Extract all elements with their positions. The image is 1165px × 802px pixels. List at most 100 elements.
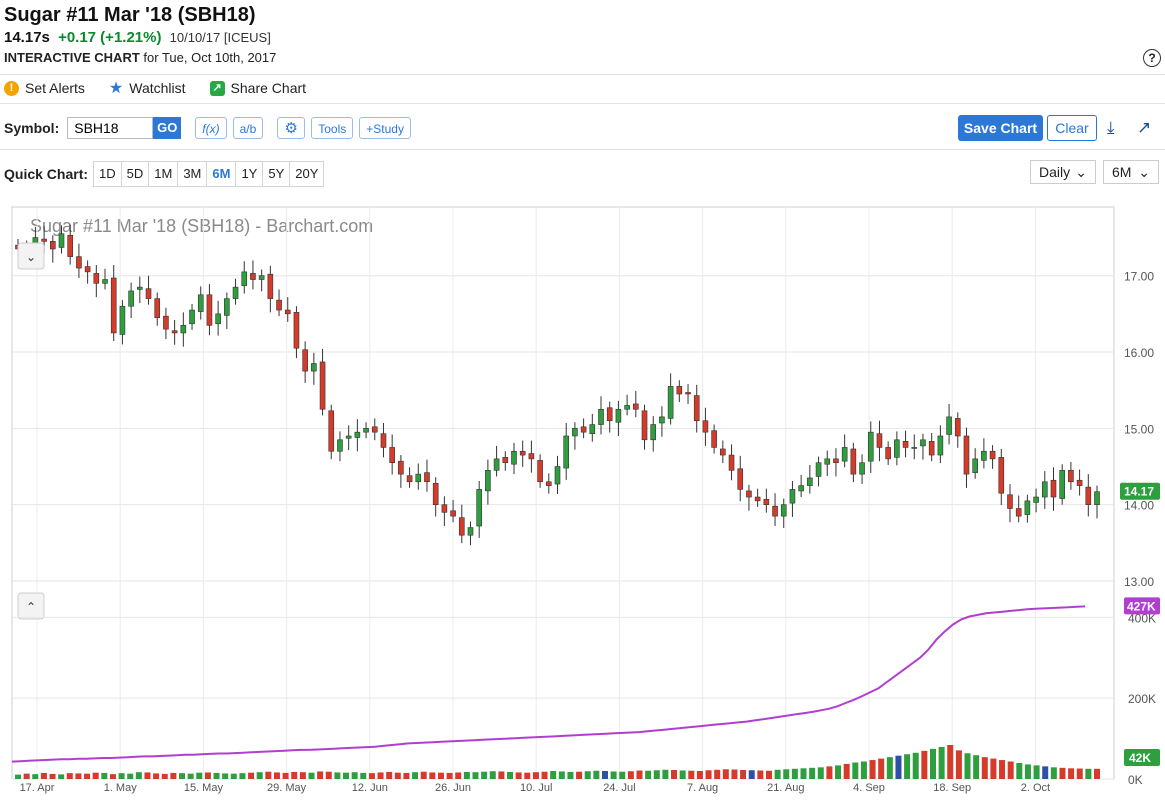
candle-down xyxy=(746,490,752,498)
volume-bar xyxy=(325,771,332,779)
price-tick-label: 17.00 xyxy=(1124,270,1154,284)
volume-bar xyxy=(921,750,928,779)
volume-bar xyxy=(1094,768,1100,779)
candle-up xyxy=(119,305,126,335)
chevron-down-icon: ⌄ xyxy=(1075,164,1087,180)
volume-bar xyxy=(524,772,531,779)
candle-down xyxy=(319,361,326,410)
watchlist-button[interactable]: ★ Watchlist xyxy=(109,80,186,96)
symbol-input[interactable] xyxy=(67,117,154,139)
tools-button[interactable]: Tools xyxy=(311,117,354,139)
save-chart-button[interactable]: Save Chart xyxy=(958,115,1043,141)
candle-up xyxy=(972,458,978,473)
volume-bar xyxy=(204,772,211,779)
volume-bar xyxy=(627,771,634,779)
period-1d-button[interactable]: 1D xyxy=(93,161,122,187)
help-icon[interactable]: ? xyxy=(1143,49,1161,67)
candle-down xyxy=(641,410,648,441)
candle-down xyxy=(267,273,274,299)
candle-up xyxy=(981,450,987,461)
open-interest-line xyxy=(11,605,1086,763)
candle-up xyxy=(1024,500,1031,515)
add-study-button[interactable]: +Study xyxy=(359,117,411,139)
volume-bar xyxy=(714,769,721,779)
candle-up xyxy=(667,386,674,419)
candle-down xyxy=(850,448,857,475)
chart-canvas: Sugar #11 Mar '18 (SBH18) - Barchart.com… xyxy=(11,206,1160,794)
set-alerts-button[interactable]: ! Set Alerts xyxy=(4,80,85,96)
candle-up xyxy=(102,279,108,284)
collapse-button xyxy=(17,242,45,270)
volume-bar xyxy=(101,772,108,779)
price-chart[interactable]: Sugar #11 Mar '18 (SBH18) - Barchart.com… xyxy=(0,195,1165,797)
candle-down xyxy=(284,309,291,315)
time-tick-label: 26. Jun xyxy=(435,782,471,794)
function-button[interactable]: f(x) xyxy=(195,117,227,139)
candle-down xyxy=(398,460,404,475)
period-5d-button[interactable]: 5D xyxy=(120,161,150,187)
volume-bar xyxy=(593,770,600,779)
volume-bar xyxy=(437,772,444,779)
volume-bar xyxy=(990,758,997,779)
oi-tick-label: 0K xyxy=(1128,773,1143,787)
period-5y-button[interactable]: 5Y xyxy=(262,161,291,187)
popout-icon[interactable]: ↗ xyxy=(1137,118,1152,137)
share-chart-button[interactable]: ↗ Share Chart xyxy=(209,80,306,96)
candle-down xyxy=(728,454,735,471)
period-1y-button[interactable]: 1Y xyxy=(235,161,264,187)
candle-up xyxy=(554,466,561,485)
volume-bar xyxy=(904,754,911,779)
candle-up xyxy=(589,424,596,434)
candle-up xyxy=(920,439,926,447)
quote-date-exchange: 10/10/17 [ICEUS] xyxy=(169,30,271,45)
candle-up xyxy=(1041,481,1048,498)
time-tick-label: 29. May xyxy=(267,782,307,794)
candle-up xyxy=(232,286,239,299)
interval-select[interactable]: Daily ⌄ xyxy=(1030,160,1096,184)
ratio-button[interactable]: a/b xyxy=(232,117,264,139)
download-icon[interactable]: ⤓ xyxy=(1107,118,1115,137)
volume-bar xyxy=(420,771,427,779)
time-tick-label: 12. Jun xyxy=(352,782,388,794)
period-6m-button[interactable]: 6M xyxy=(206,161,237,187)
volume-bar xyxy=(282,772,289,779)
candle-up xyxy=(215,313,221,325)
volume-bar xyxy=(653,770,660,779)
candle-down xyxy=(954,418,961,437)
candle-down xyxy=(519,450,526,456)
candle-down xyxy=(41,238,47,242)
range-select[interactable]: 6M ⌄ xyxy=(1103,160,1159,184)
volume-bar xyxy=(179,773,186,779)
candle-down xyxy=(545,481,552,486)
clear-button[interactable]: Clear xyxy=(1047,115,1097,141)
volume-bar xyxy=(498,771,505,779)
volume-bar xyxy=(58,774,65,779)
volume-bar xyxy=(273,772,280,779)
gear-icon[interactable]: ⚙ xyxy=(277,117,306,139)
symbol-toolbar: Symbol: GO f(x) a/b ⚙ Tools +Study xyxy=(4,115,417,141)
volume-bar xyxy=(740,770,747,779)
go-button[interactable]: GO xyxy=(153,117,182,139)
volume-last-label: 42K xyxy=(1129,751,1151,765)
time-tick-label: 2. Oct xyxy=(1021,782,1050,794)
candle-down xyxy=(206,294,213,326)
volume-bar xyxy=(1016,762,1023,779)
chevron-down-icon: ⌄ xyxy=(26,250,36,264)
candle-up xyxy=(624,405,630,410)
candle-up xyxy=(1094,491,1100,505)
volume-bar xyxy=(955,750,962,779)
candle-down xyxy=(772,505,778,517)
candle-down xyxy=(110,277,117,334)
candle-down xyxy=(406,475,413,483)
period-20y-button[interactable]: 20Y xyxy=(289,161,325,187)
period-3m-button[interactable]: 3M xyxy=(177,161,208,187)
period-1m-button[interactable]: 1M xyxy=(148,161,179,187)
volume-bar xyxy=(481,771,488,779)
volume-bar xyxy=(895,755,902,779)
volume-bar xyxy=(619,771,626,779)
volume-bar xyxy=(368,773,375,779)
candle-up xyxy=(224,298,230,316)
volume-bar xyxy=(386,771,393,779)
candle-up xyxy=(485,470,491,492)
volume-bar xyxy=(377,772,384,779)
